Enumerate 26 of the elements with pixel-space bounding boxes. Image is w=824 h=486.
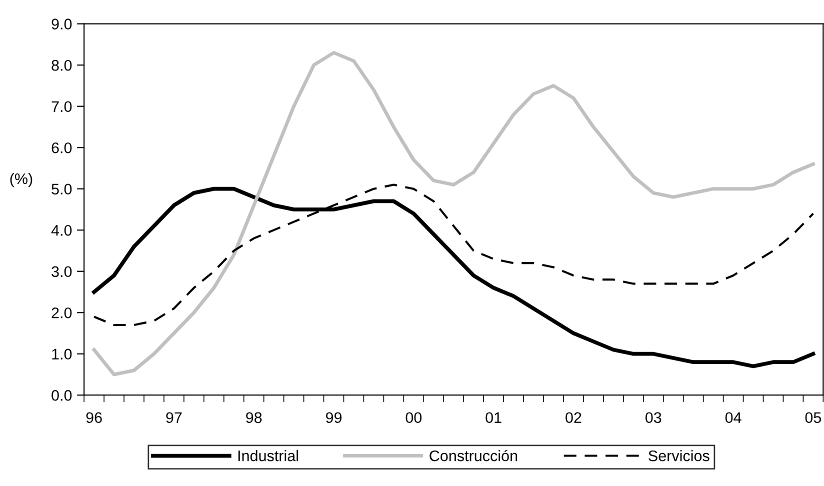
line-series <box>92 186 816 368</box>
y-tick-label: 1.0 <box>52 348 72 360</box>
line-series <box>92 50 815 376</box>
y-tick-label: 3.0 <box>52 266 72 278</box>
x-tick-label: 01 <box>486 412 502 424</box>
x-tick-label: 99 <box>326 412 342 424</box>
y-tick-label: 4.0 <box>51 224 72 236</box>
x-tick-label: 00 <box>406 412 422 424</box>
y-tick-label: 9.0 <box>52 18 72 30</box>
y-axis-title: (%) <box>10 172 32 188</box>
x-tick-label: 03 <box>645 412 662 424</box>
x-tick-label: 96 <box>86 412 102 424</box>
legend-label: Construcción <box>430 450 518 462</box>
x-tick-label: 97 <box>166 412 182 424</box>
y-tick-label: 6.0 <box>52 142 72 154</box>
legend-label: Servicios <box>648 450 710 462</box>
y-tick-label: 7.0 <box>52 101 72 112</box>
x-tick-label: 02 <box>566 412 582 424</box>
x-tick-label: 04 <box>725 412 742 424</box>
y-tick-label: 8.0 <box>52 60 72 71</box>
legend-label: Industrial <box>238 450 298 462</box>
x-tick-label: 05 <box>805 412 822 424</box>
x-tick-label: 98 <box>246 412 262 424</box>
y-tick-label: 5.0 <box>52 184 72 195</box>
y-tick-label: 2.0 <box>52 307 72 318</box>
y-tick-label: 0.0 <box>52 390 72 401</box>
